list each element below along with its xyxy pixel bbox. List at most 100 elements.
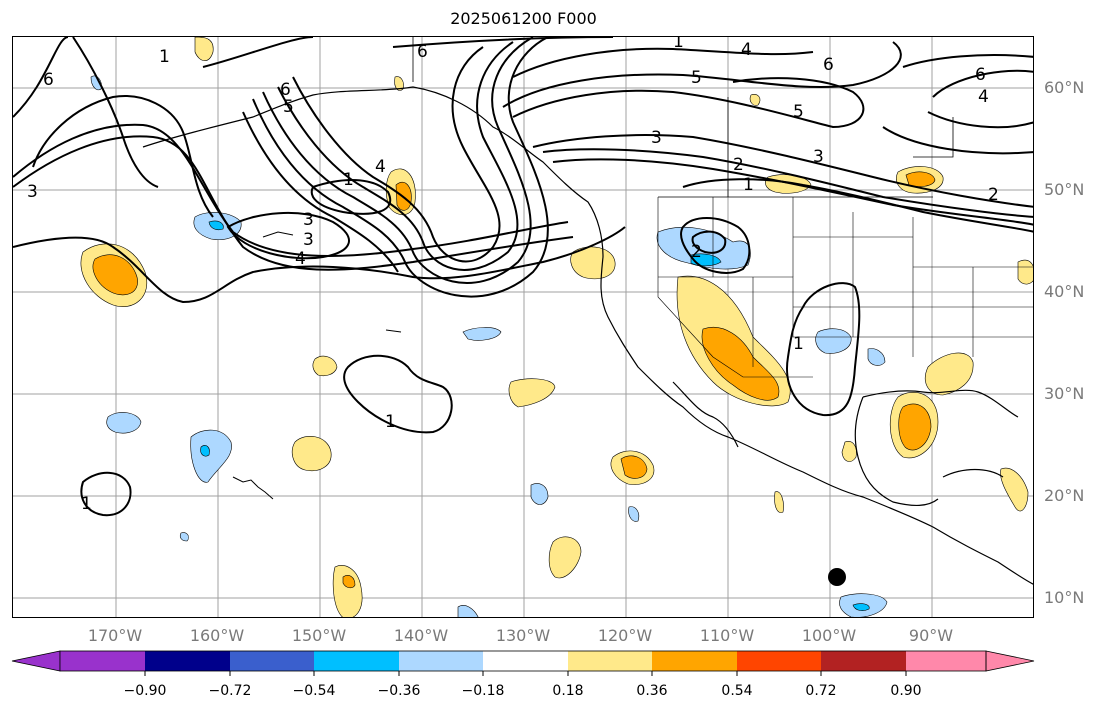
contour-label: 1: [159, 47, 170, 67]
anomaly-patch: [179, 532, 189, 542]
contour-label: 4: [375, 157, 386, 177]
anomaly-patch: [530, 483, 549, 505]
contour-label: 1: [385, 412, 396, 432]
colorbar-ticks: [144, 671, 907, 676]
colorbar-tick-label: 0.18: [552, 683, 584, 699]
contour-label: 3: [303, 210, 314, 230]
anomaly-patch: [1000, 467, 1029, 512]
longitude-label: 110°W: [699, 626, 755, 645]
map-title: 2025061200 F000: [450, 9, 597, 28]
colorbar-tick-label: −0.90: [123, 683, 167, 699]
anomaly-patch: [92, 254, 138, 296]
latitude-label: 20°N: [1044, 486, 1085, 505]
latitude-label: 40°N: [1044, 282, 1085, 301]
colorbar-extend-high: [985, 650, 1035, 672]
longitude-label: 90°W: [908, 626, 954, 645]
contour-label: 1: [343, 170, 354, 190]
contour-label: 4: [741, 40, 752, 60]
colorbar-tick-label: −0.72: [208, 683, 252, 699]
contour-label: 1: [673, 37, 684, 52]
anomaly-patch: [628, 506, 640, 522]
colorbar-tick-label: −0.18: [461, 683, 505, 699]
colorbar-segment: [60, 651, 145, 671]
contour-label: 5: [283, 97, 294, 117]
contour-label: 4: [295, 249, 306, 269]
anomaly-patch: [701, 327, 780, 401]
longitude-label: 170°W: [87, 626, 143, 645]
anomaly-patch: [332, 565, 363, 617]
colorbar-segment: [737, 651, 821, 671]
contour-label: 6: [280, 80, 291, 100]
anomaly-patch: [292, 435, 332, 472]
contour-label: 4: [978, 87, 989, 107]
contour-label: 6: [417, 42, 428, 62]
colorbar-tick-label: 0.90: [890, 683, 922, 699]
location-marker[interactable]: [828, 568, 846, 586]
latitude-label: 30°N: [1044, 384, 1085, 403]
anomaly-patch: [867, 348, 886, 366]
longitude-label: 160°W: [189, 626, 245, 645]
contour-label: 6: [975, 65, 986, 85]
latitude-label: 60°N: [1044, 78, 1085, 97]
colorbar-extend-low: [11, 650, 61, 672]
colorbar-segment: [906, 651, 986, 671]
anomaly-patch: [570, 246, 616, 280]
colorbar-segment: [399, 651, 483, 671]
anomaly-patch: [457, 605, 479, 617]
colorbar-segment: [568, 651, 652, 671]
anomaly-patch: [898, 403, 932, 451]
anomaly-patch: [620, 455, 648, 479]
contour-label: 3: [813, 147, 824, 167]
contour-label: 6: [823, 55, 834, 75]
contour-label: 6: [43, 70, 54, 90]
anomaly-patch: [312, 355, 338, 377]
contour-label: 2: [988, 185, 999, 205]
anomaly-patch: [190, 429, 232, 483]
islands: [232, 231, 402, 500]
longitude-label: 150°W: [291, 626, 347, 645]
coastlines: [142, 37, 1033, 585]
anomaly-patch: [841, 441, 857, 462]
contour-label: 3: [303, 230, 314, 250]
anomaly-patch: [852, 603, 870, 611]
anomaly-patch: [106, 412, 142, 434]
anomaly-patch: [548, 536, 582, 579]
colorbar-tick-label: 0.54: [721, 683, 753, 699]
colorbar-segment: [230, 651, 314, 671]
anomaly-patch: [200, 445, 210, 457]
colorbar-segment: [145, 651, 230, 671]
colorbar-segment: [314, 651, 399, 671]
anomaly-patch: [774, 491, 784, 513]
anomaly-patch: [924, 352, 974, 396]
anomaly-patch: [342, 575, 356, 589]
contour-label: 1: [743, 175, 754, 195]
colorbar-tick-label: −0.36: [377, 683, 421, 699]
latitude-label: 10°N: [1044, 588, 1085, 607]
contour-label: 3: [27, 182, 38, 202]
colorbar-tick-label: 0.72: [805, 683, 837, 699]
colorbar-segment: [652, 651, 737, 671]
contour-label: 5: [691, 68, 702, 88]
anomaly-patch: [749, 94, 761, 106]
colorbar-outline: [59, 650, 987, 672]
longitude-label: 100°W: [801, 626, 857, 645]
contour-label-group: 6 1 3 6 5 6 4 3 3 1 4 1 3 4 2 1 2 1 1 1 …: [27, 37, 999, 514]
contour-label: 3: [651, 128, 662, 148]
contour-lines: [13, 37, 1033, 517]
longitude-label: 120°W: [597, 626, 653, 645]
anomaly-patch: [690, 253, 722, 267]
contour-label: 2: [733, 155, 744, 175]
colorbar-segment: [483, 651, 568, 671]
map-panel[interactable]: 6 1 3 6 5 6 4 3 3 1 4 1 3 4 2 1 2 1 1 1 …: [12, 36, 1034, 618]
contour-label: 2: [691, 242, 702, 262]
contour-label: 5: [793, 102, 804, 122]
longitude-label: 130°W: [495, 626, 551, 645]
contour-label: 1: [81, 494, 92, 514]
colorbar-tick-label: 0.36: [636, 683, 668, 699]
anomaly-patch: [394, 76, 404, 91]
colorbar-segment: [821, 651, 906, 671]
anomaly-patch: [508, 378, 556, 408]
state-borders: [657, 197, 1033, 378]
anomaly-patch: [462, 327, 502, 341]
